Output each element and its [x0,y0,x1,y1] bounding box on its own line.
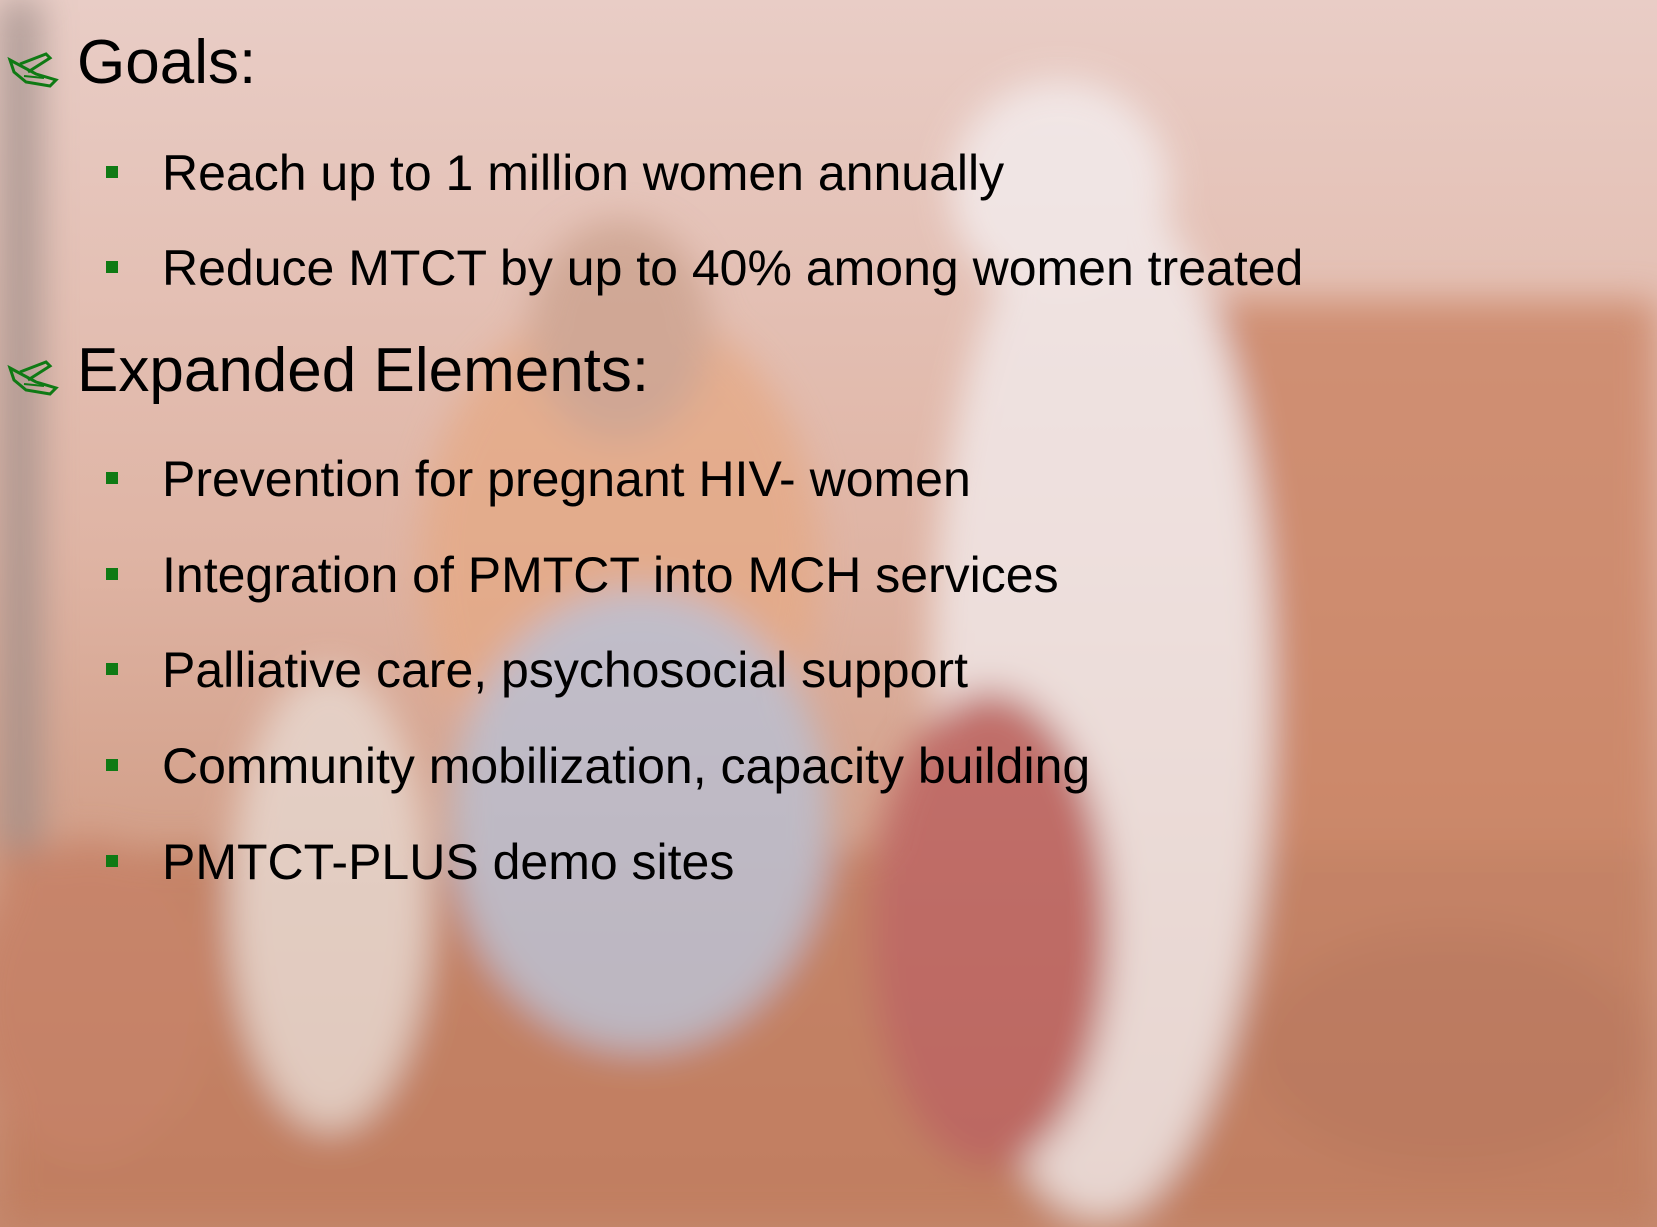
bullet-text: PMTCT-PLUS demo sites [162,834,735,890]
bullet-text: Reach up to 1 million women annually [162,145,1005,201]
bullet-text: Community mobilization, capacity buildin… [162,738,1091,794]
bullet [106,472,118,484]
bullet-text: Palliative care, psychosocial support [162,642,968,698]
bullet-text: Integration of PMTCT into MCH services [162,547,1059,603]
bullet-text: Prevention for pregnant HIV- women [162,451,971,507]
bullet [106,663,118,675]
bullet [106,166,118,178]
section-heading: Expanded Elements: [77,336,650,405]
bullet-text: Reduce MTCT by up to 40% among women tre… [162,240,1304,296]
bullet [106,261,118,273]
bullet [106,568,118,580]
heading-icon [6,358,62,398]
bullet [106,855,118,867]
bullet [106,759,118,771]
heading-icon [6,50,62,90]
section-heading: Goals: [77,28,257,97]
